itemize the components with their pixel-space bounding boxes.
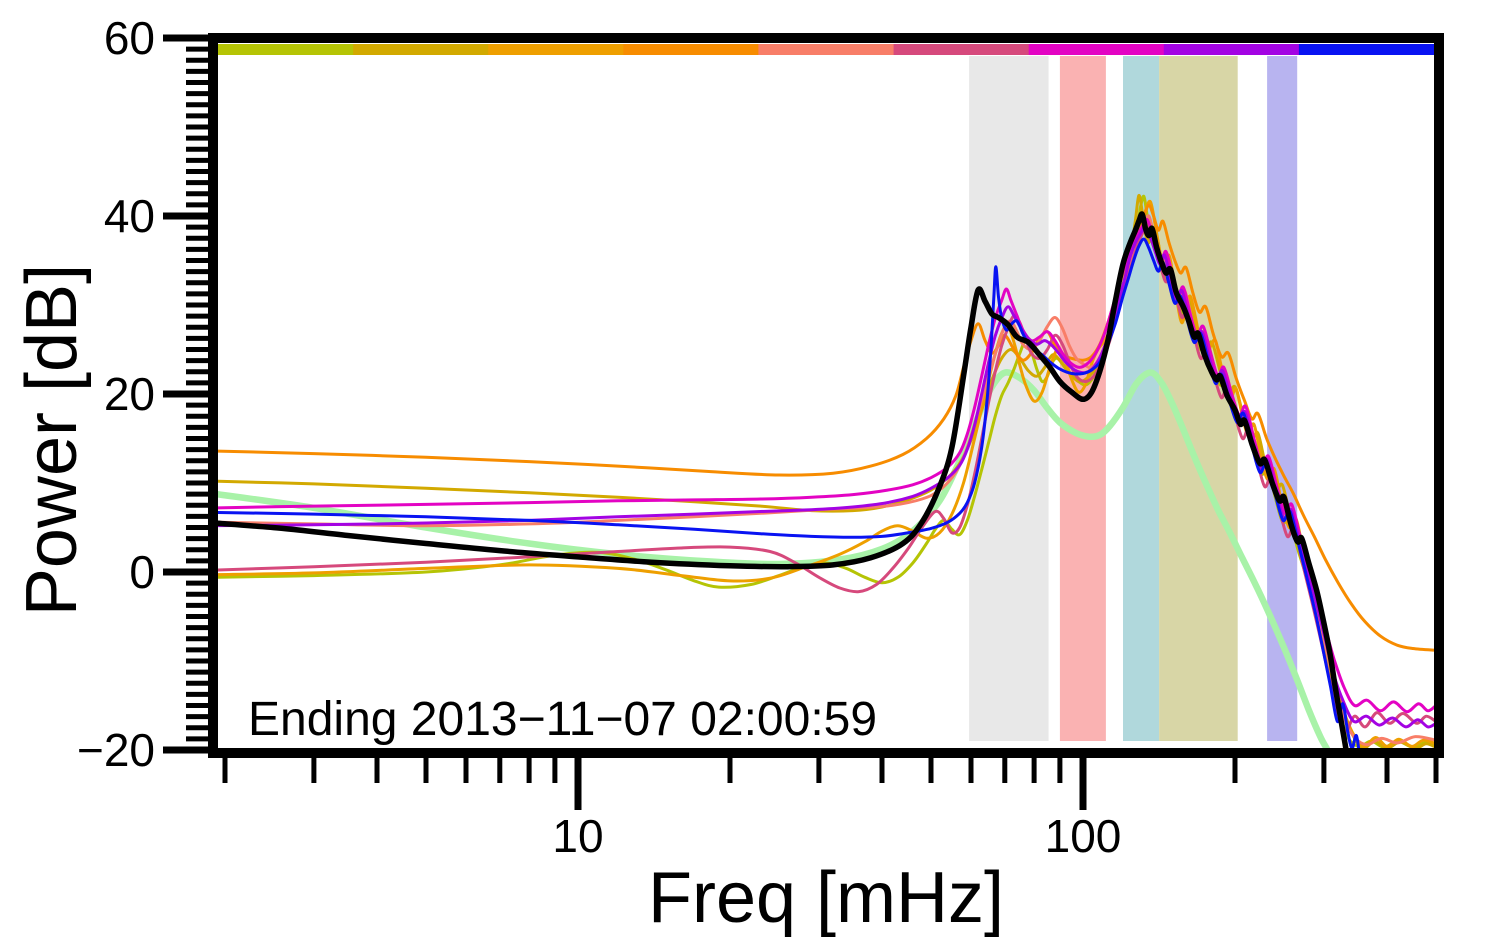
x-axis-label: Freq [mHz] — [647, 858, 1005, 938]
series-line-mean-black — [218, 211, 1349, 748]
colorbar-segment-7 — [1028, 44, 1165, 55]
axes-box — [208, 33, 1444, 758]
x-axis-tick-label: 100 — [1045, 810, 1122, 862]
series-line-segment-5-salmon — [218, 214, 1434, 747]
series-line-segment-7-magenta — [218, 217, 1434, 714]
colorbar-segment-9 — [1298, 44, 1435, 55]
y-axis-tick-label: 20 — [104, 368, 155, 420]
colorbar-segment-6 — [893, 44, 1030, 55]
series-line-segment-8-purple — [218, 225, 1434, 729]
series-line-segment-6-raspberry — [218, 219, 1434, 734]
y-axis-tick-label: 40 — [104, 190, 155, 242]
colorbar-segment-2 — [353, 44, 489, 55]
y-axis-tick-label: −20 — [77, 724, 155, 776]
ending-timestamp-annotation: Ending 2013−11−07 02:00:59 — [248, 693, 878, 746]
y-axis-label: Power [dB] — [12, 263, 92, 617]
tick-labels: 10 100 −20 0 20 40 60 — [77, 12, 1121, 862]
colorbar-segment-4 — [623, 44, 759, 55]
axis-ticks — [163, 34, 1439, 810]
series-group — [218, 193, 1434, 748]
series-line-segment-2-gold — [218, 193, 1434, 748]
colorbar-segment-5 — [758, 44, 894, 55]
series-line-segment-1-yellowgreen — [218, 194, 1434, 748]
x-axis-tick-label: 10 — [552, 810, 603, 862]
colorbar-segment-3 — [488, 44, 624, 55]
colorbar-segment-1 — [218, 44, 354, 55]
y-axis-tick-label: 0 — [129, 546, 155, 598]
colorbar-segment-8 — [1163, 44, 1300, 55]
y-axis-tick-label: 60 — [104, 12, 155, 64]
